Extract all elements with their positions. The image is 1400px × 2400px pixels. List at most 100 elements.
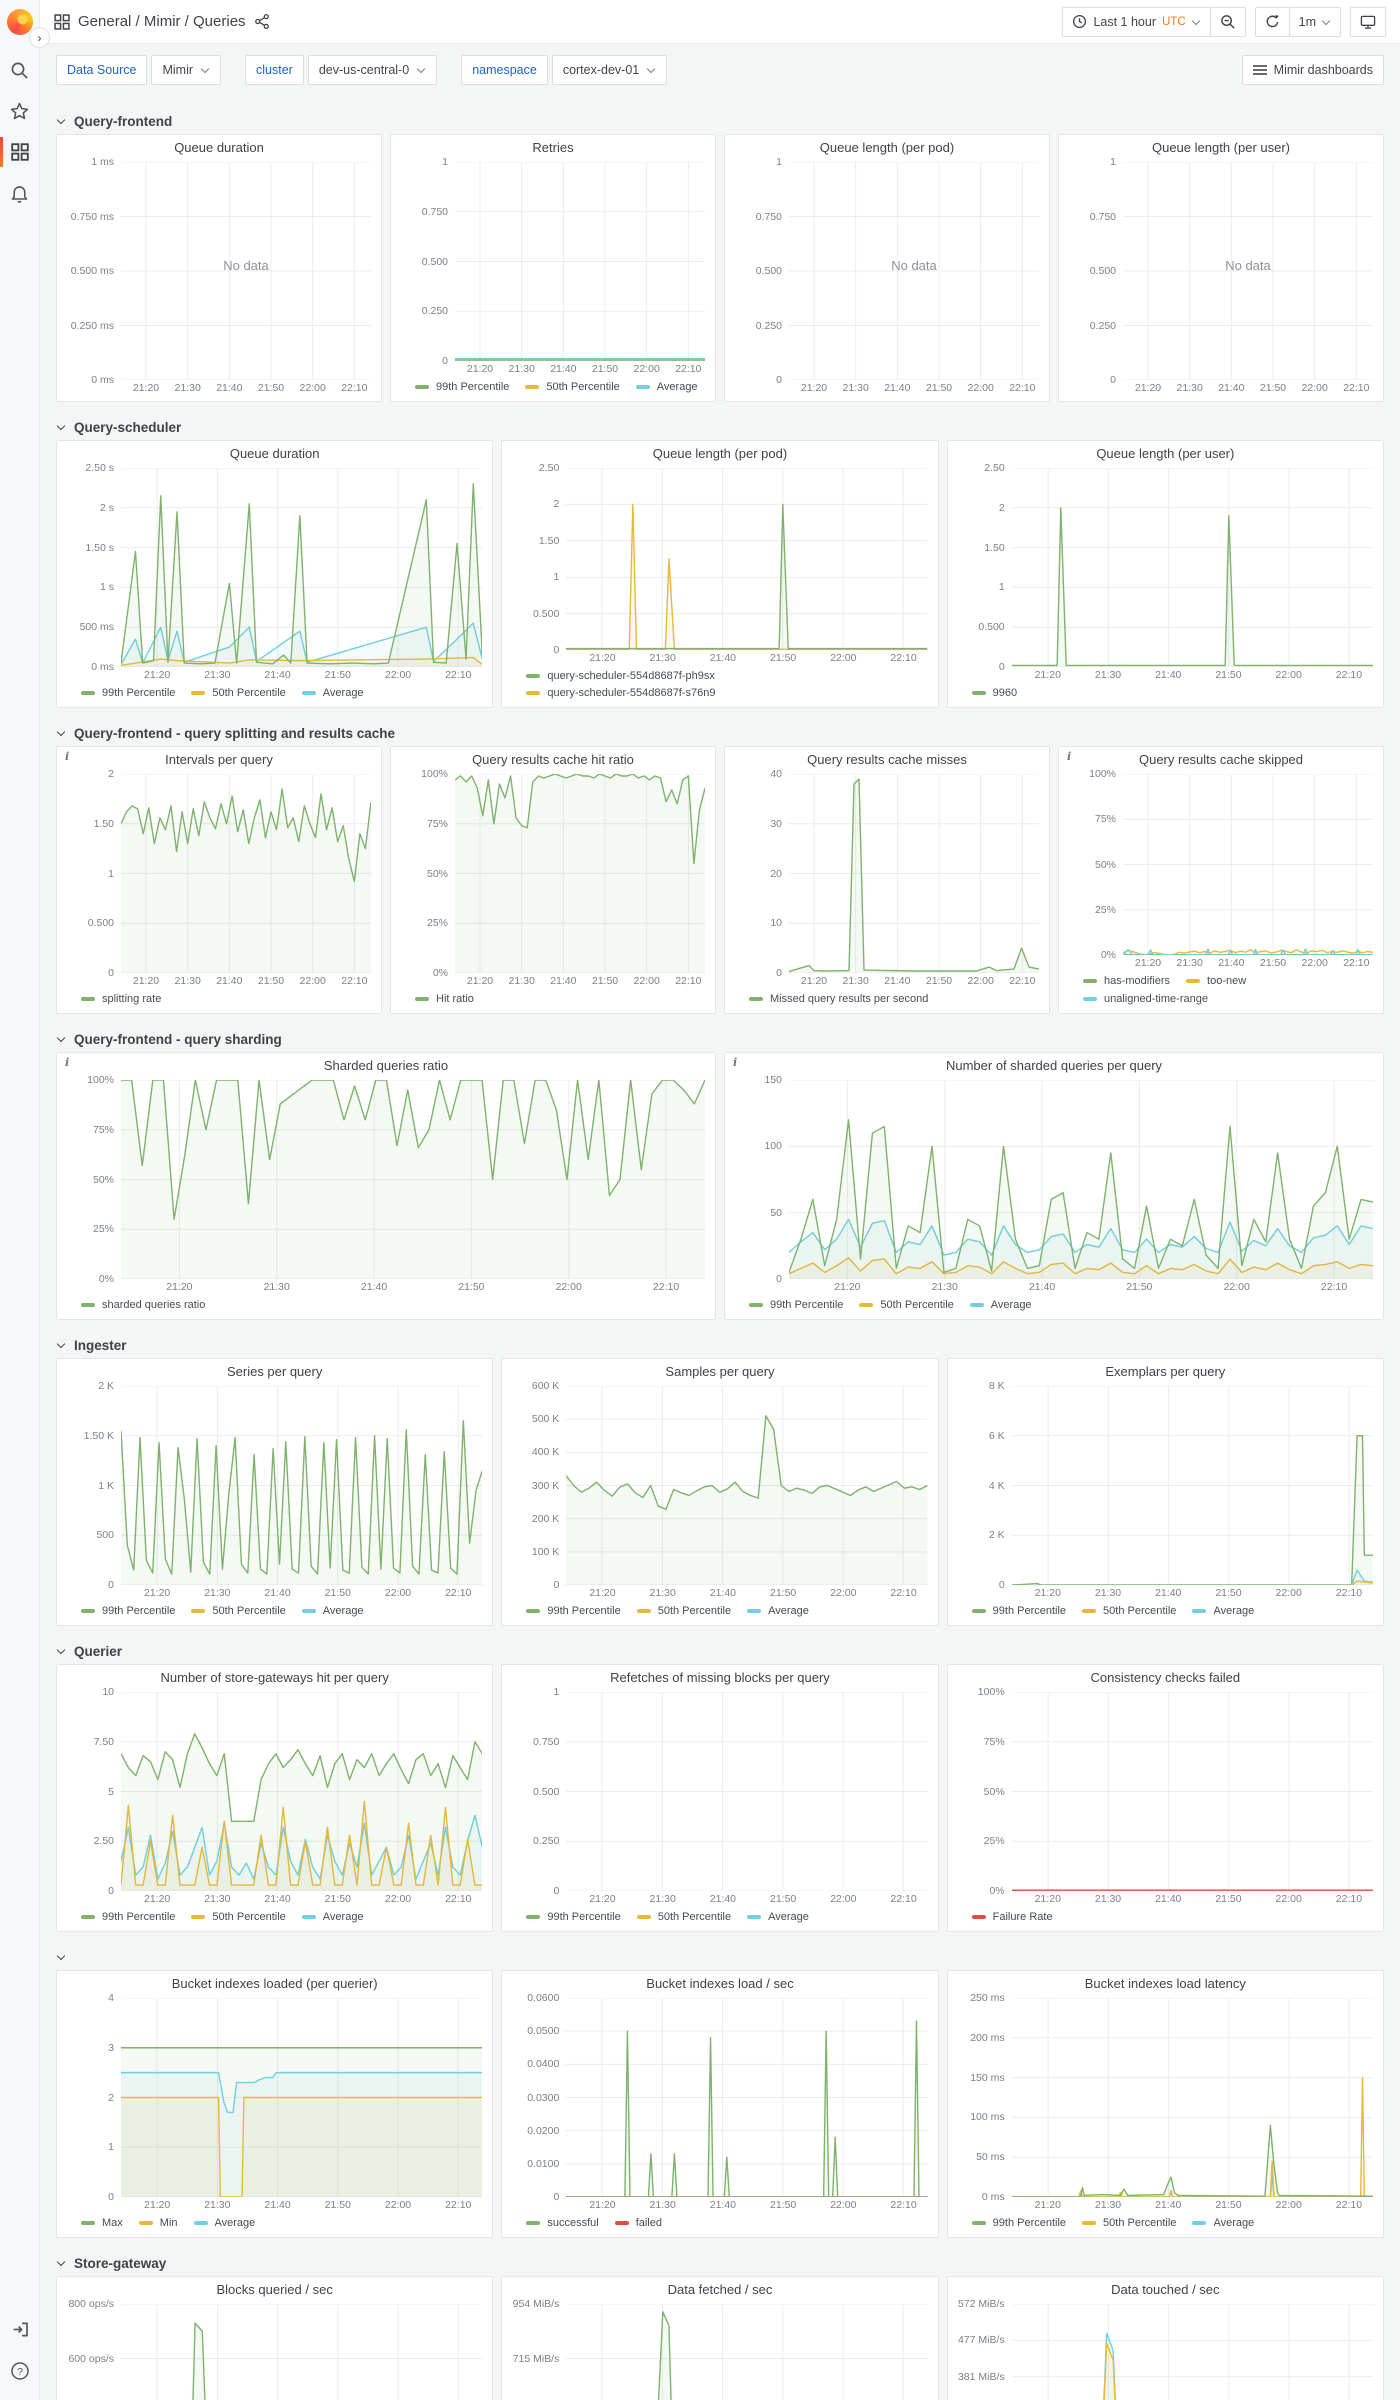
sidebar-expand-button[interactable]: › — [29, 27, 50, 48]
legend-item[interactable]: query-scheduler-554d8687f-s76n9 — [526, 685, 716, 701]
legend-item[interactable]: 50th Percentile — [636, 1909, 731, 1925]
panel-title[interactable]: Query results cache hit ratio — [472, 752, 634, 767]
panel-title[interactable]: Refetches of missing blocks per query — [610, 1670, 830, 1685]
variable-label-0[interactable]: Data Source — [56, 55, 148, 85]
chart-plot[interactable] — [455, 774, 705, 973]
legend-item[interactable]: 50th Percentile — [636, 1603, 731, 1619]
section-header-0[interactable]: Query-frontend — [56, 108, 1384, 134]
legend-item[interactable]: 50th Percentile — [859, 1297, 954, 1313]
panel-title[interactable]: Number of sharded queries per query — [945, 1058, 1163, 1073]
panel-title[interactable]: Data fetched / sec — [667, 2282, 773, 2297]
sidebar-item-alerting[interactable] — [0, 180, 40, 206]
legend-item[interactable]: 50th Percentile — [1082, 1603, 1176, 1619]
tv-mode-button[interactable] — [1350, 6, 1386, 37]
section-header-7[interactable]: Store-gateway — [56, 2250, 1384, 2276]
panel-title[interactable]: Intervals per query — [165, 752, 273, 767]
chart-plot[interactable] — [1011, 1998, 1373, 2197]
panel-title[interactable]: Retries — [532, 140, 574, 155]
legend-item[interactable]: has-modifiers — [1083, 973, 1170, 989]
chart-plot[interactable] — [1011, 468, 1373, 667]
section-header-5[interactable]: Querier — [56, 1638, 1384, 1664]
info-icon[interactable]: i — [65, 1056, 70, 1069]
panel-title[interactable]: Sharded queries ratio — [323, 1058, 449, 1073]
legend-item[interactable]: 99th Percentile — [971, 1603, 1066, 1619]
panel-title[interactable]: Query results cache skipped — [1138, 752, 1304, 767]
chart-plot[interactable] — [1012, 2304, 1373, 2400]
chart-plot[interactable] — [121, 2304, 482, 2400]
legend-item[interactable]: Average — [1192, 1603, 1254, 1619]
legend-item[interactable]: Max — [81, 2215, 123, 2231]
legend-item[interactable]: Hit ratio — [415, 991, 474, 1007]
variable-value-dropdown-1[interactable]: dev-us-central-0 — [307, 55, 438, 85]
sidebar-item-dashboards[interactable] — [0, 137, 40, 167]
panel-title[interactable]: Data touched / sec — [1111, 2282, 1220, 2297]
sidebar-item-sign-in[interactable] — [0, 2316, 40, 2342]
chart-plot[interactable] — [121, 774, 371, 973]
legend-item[interactable]: Missed query results per second — [749, 991, 928, 1007]
legend-item[interactable]: Average — [193, 2215, 255, 2231]
legend-item[interactable]: Average — [1192, 2215, 1254, 2231]
variable-value-dropdown-0[interactable]: Mimir — [151, 55, 222, 85]
chart-plot[interactable] — [1123, 774, 1373, 955]
panel-title[interactable]: Series per query — [226, 1364, 323, 1379]
panel-title[interactable]: Bucket indexes load / sec — [646, 1976, 794, 1991]
chart-plot[interactable] — [455, 162, 705, 361]
section-header-1[interactable]: Query-scheduler — [56, 414, 1384, 440]
panel-title[interactable]: Queue length (per pod) — [652, 446, 788, 461]
chart-plot[interactable]: No data — [789, 162, 1039, 380]
legend-item[interactable]: 50th Percentile — [191, 1603, 286, 1619]
legend-item[interactable]: unaligned-time-range — [1083, 991, 1208, 1007]
chart-plot[interactable] — [566, 2304, 927, 2400]
panel-title[interactable]: Queue length (per user) — [1096, 446, 1235, 461]
sidebar-item-starred[interactable] — [0, 98, 40, 124]
chart-plot[interactable] — [566, 468, 928, 650]
info-icon[interactable]: i — [65, 750, 70, 763]
chart-plot[interactable] — [121, 1386, 483, 1585]
legend-item[interactable]: 99th Percentile — [81, 1603, 175, 1619]
section-header-4[interactable]: Ingester — [56, 1332, 1384, 1358]
legend-item[interactable]: Average — [301, 685, 364, 701]
legend-item[interactable]: 99th Percentile — [526, 1603, 621, 1619]
legend-item[interactable]: 50th Percentile — [1082, 2215, 1176, 2231]
grafana-logo[interactable] — [6, 9, 33, 35]
zoom-out-button[interactable] — [1209, 6, 1246, 37]
legend-item[interactable]: Average — [301, 1909, 364, 1925]
dashboard-title[interactable]: General / Mimir / Queries — [78, 13, 246, 30]
legend-item[interactable]: failed — [614, 2215, 662, 2231]
sidebar-item-help[interactable]: ? — [0, 2358, 40, 2384]
legend-item[interactable]: 99th Percentile — [526, 1909, 621, 1925]
share-icon[interactable] — [254, 13, 270, 30]
panel-title[interactable]: Bucket indexes load latency — [1084, 1976, 1246, 1991]
section-header-3[interactable]: Query-frontend - query sharding — [56, 1026, 1384, 1052]
sidebar-item-search[interactable] — [0, 57, 40, 83]
legend-item[interactable]: Average — [301, 1603, 364, 1619]
chart-plot[interactable]: No data — [121, 162, 371, 380]
panel-title[interactable]: Queue duration — [229, 446, 320, 461]
panel-title[interactable]: Queue length (per pod) — [819, 140, 955, 155]
legend-item[interactable]: successful — [526, 2215, 599, 2231]
mimir-dashboards-button[interactable]: Mimir dashboards — [1241, 55, 1384, 85]
chart-plot[interactable] — [1011, 1386, 1373, 1585]
refresh-button[interactable] — [1254, 6, 1290, 37]
info-icon[interactable]: i — [733, 1056, 738, 1069]
panel-title[interactable]: Number of store-gateways hit per query — [160, 1670, 389, 1685]
legend-item[interactable]: query-scheduler-554d8687f-ph9sx — [526, 668, 715, 684]
legend-item[interactable]: too-new — [1186, 973, 1246, 989]
chart-plot[interactable] — [121, 1080, 705, 1279]
chart-plot[interactable] — [566, 1692, 927, 1891]
legend-item[interactable]: 50th Percentile — [191, 685, 286, 701]
panel-title[interactable]: Bucket indexes loaded (per querier) — [171, 1976, 378, 1991]
legend-item[interactable]: Average — [969, 1297, 1032, 1313]
variable-label-2[interactable]: namespace — [461, 55, 548, 85]
legend-item[interactable]: 50th Percentile — [525, 379, 620, 395]
legend-item[interactable]: Min — [138, 2215, 178, 2231]
chart-plot[interactable] — [1011, 1692, 1373, 1891]
panel-title[interactable]: Exemplars per query — [1105, 1364, 1226, 1379]
legend-item[interactable]: 99th Percentile — [415, 379, 509, 395]
panel-title[interactable]: Samples per query — [665, 1364, 775, 1379]
panel-title[interactable]: Consistency checks failed — [1090, 1670, 1241, 1685]
legend-item[interactable]: splitting rate — [81, 991, 161, 1007]
chart-plot[interactable] — [566, 1998, 928, 2197]
legend-item[interactable]: sharded queries ratio — [81, 1297, 205, 1313]
chart-plot[interactable] — [566, 1386, 928, 1585]
